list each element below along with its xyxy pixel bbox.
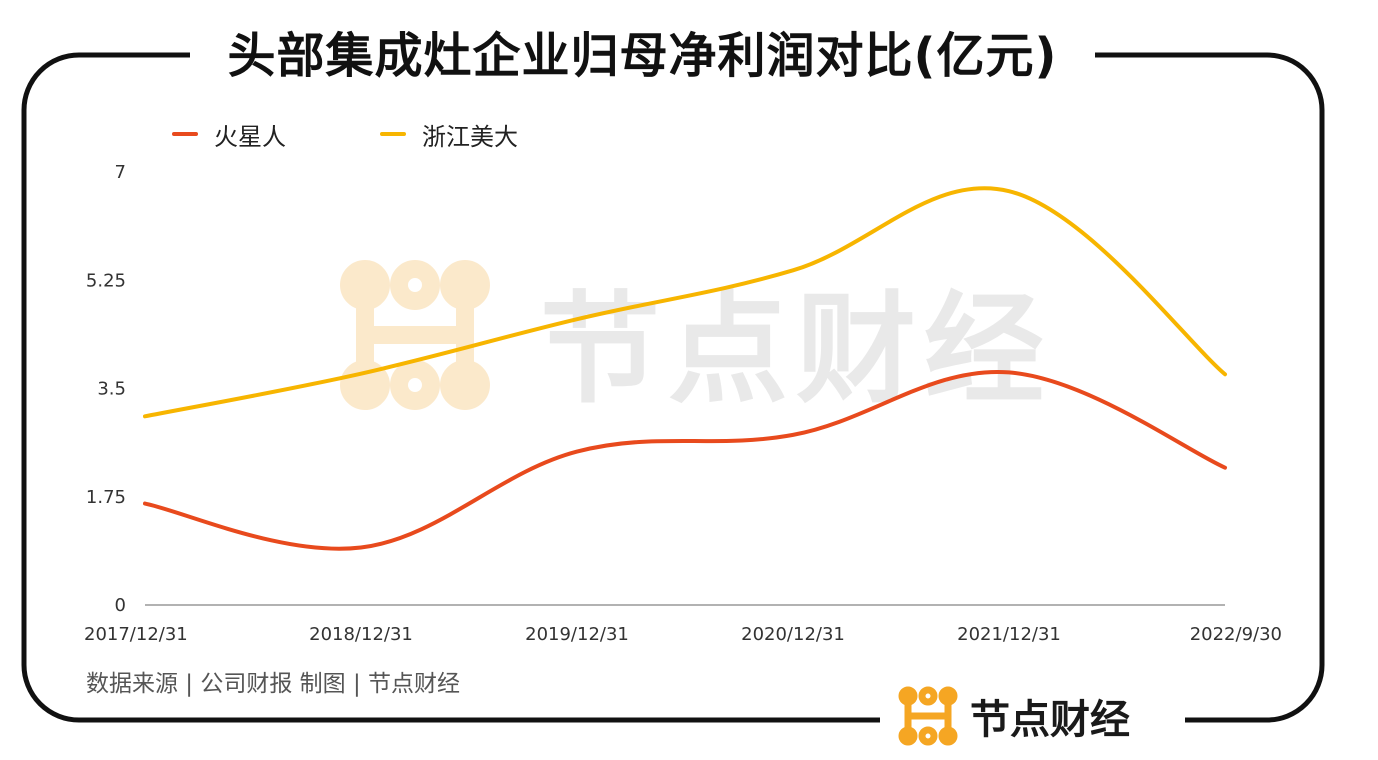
x-tick-label: 2019/12/31: [525, 624, 629, 645]
legend-label-zhejiangmeida: 浙江美大: [422, 122, 518, 151]
y-tick-label: 0: [115, 595, 126, 616]
legend-swatch-zhejiangmeida: [380, 132, 406, 136]
brand-logo: 节点财经: [880, 678, 1185, 754]
y-tick-label: 5.25: [86, 270, 126, 291]
legend-item-zhejiangmeida: 浙江美大: [380, 116, 518, 152]
y-tick-label: 1.75: [86, 487, 126, 508]
y-tick-label: 7: [115, 162, 126, 183]
legend-swatch-huoxingren: [172, 132, 198, 136]
series-line-zhejiangmeida: [143, 186, 1227, 419]
x-tick-label: 2021/12/31: [957, 624, 1061, 645]
series-lines: [143, 186, 1227, 551]
x-tick-label: 2018/12/31: [309, 624, 413, 645]
watermark-logo-icon: [340, 260, 490, 410]
source-note: 数据来源 | 公司财报 制图 | 节点财经: [86, 671, 461, 697]
y-axis-ticks: 0 1.75 3.5 5.25 7: [86, 162, 126, 616]
x-tick-label: 2017/12/31: [84, 624, 188, 645]
x-tick-label: 2022/9/30: [1190, 624, 1282, 645]
series-line-huoxingren: [143, 369, 1227, 551]
legend-item-huoxingren: 火星人: [172, 116, 286, 152]
node-logo-icon: [898, 686, 958, 746]
y-tick-label: 3.5: [97, 379, 126, 400]
chart-title: 头部集成灶企业归母净利润对比(亿元): [190, 18, 1095, 94]
x-axis-ticks: 2017/12/31 2018/12/31 2019/12/31 2020/12/31…: [84, 624, 1282, 645]
brand-name: 节点财经: [970, 697, 1130, 743]
legend-label-huoxingren: 火星人: [214, 122, 286, 151]
watermark-text: 节点财经: [540, 281, 1052, 420]
x-tick-label: 2020/12/31: [741, 624, 845, 645]
